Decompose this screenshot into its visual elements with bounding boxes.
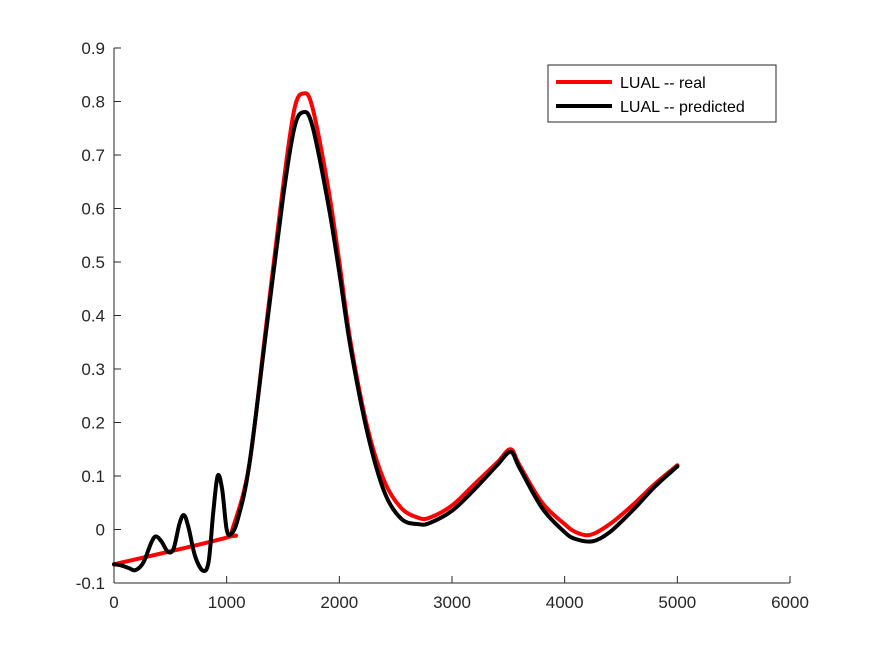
legend-label-predicted: LUAL -- predicted: [620, 99, 745, 116]
x-tick-label: 6000: [771, 593, 809, 612]
y-tick-label: 0.7: [81, 146, 105, 165]
y-tick-label: 0.4: [81, 307, 105, 326]
legend-box: [547, 64, 777, 123]
x-tick-label: 1000: [208, 593, 246, 612]
y-tick-label: 0.5: [81, 253, 105, 272]
series-line-predicted: [112, 109, 680, 573]
axes: 0 1000 2000 3000 4000 5000 6000-0.100.10.20.30…: [76, 39, 809, 612]
y-tick-label: 0.1: [81, 467, 105, 486]
series-lines: [112, 91, 680, 573]
y-tick-label: 0: [96, 521, 105, 540]
x-tick-label: 4000: [546, 593, 584, 612]
y-tick-label: 0.6: [81, 200, 105, 219]
y-tick-label: 0.8: [81, 93, 105, 112]
x-tick-label: 2000: [320, 593, 358, 612]
x-tick-label: 3000: [433, 593, 471, 612]
y-tick-label: 0.3: [81, 360, 105, 379]
y-tick-label: 0.2: [81, 414, 105, 433]
y-tick-label: 0.9: [81, 39, 105, 58]
y-tick-label: -0.1: [76, 574, 105, 593]
legend: LUAL -- real LUAL -- predicted: [547, 64, 777, 123]
legend-label-real: LUAL -- real: [620, 75, 706, 92]
x-tick-label: 5000: [658, 593, 696, 612]
x-tick-label: 0: [109, 593, 118, 612]
